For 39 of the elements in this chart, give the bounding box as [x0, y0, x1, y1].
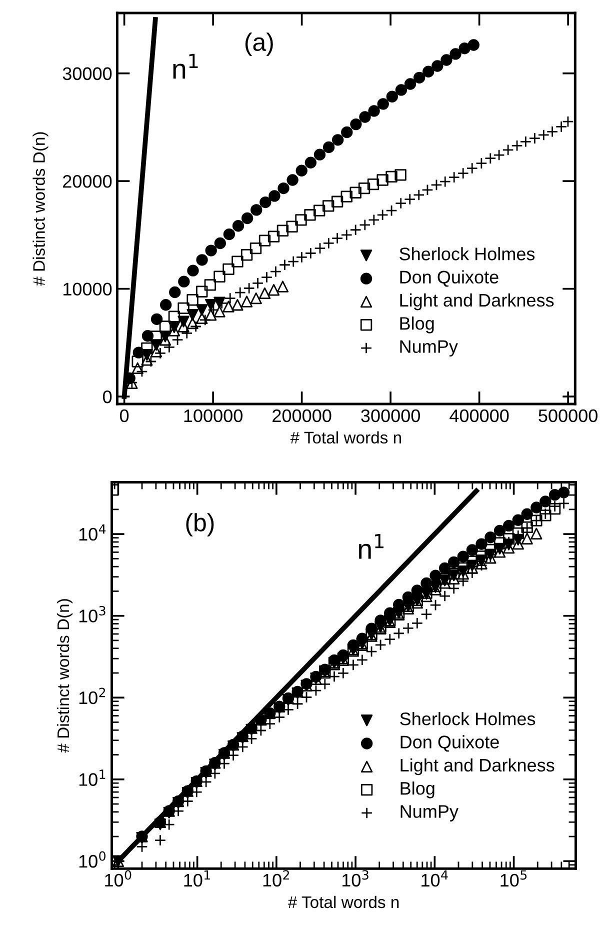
x-tick-label: 10$^{3}$ [342, 870, 368, 887]
legend-label: Sherlock Holmes [400, 247, 535, 260]
y-axis-title: # Distinct words D(n) [56, 599, 72, 753]
legend-label: NumPy [400, 805, 458, 822]
x-tick-label: 10$^{0}$ [105, 870, 132, 887]
x-tick-label: 10$^{1}$ [184, 870, 210, 887]
annotation: n$^{1}$ [359, 534, 384, 559]
x-tick-label: 100000 [184, 409, 242, 422]
x-axis-title: # Total words n [288, 896, 399, 908]
y-axis-title: # Distinct words D(n) [32, 132, 48, 286]
x-tick-label: 300000 [361, 409, 420, 422]
annotation: n$^{1}$ [173, 54, 198, 79]
x-tick-label: 400000 [450, 409, 509, 422]
annotation: (b) [186, 513, 214, 536]
y-tick-label: 10000 [64, 282, 112, 296]
y-tick-label: 10$^{1}$ [79, 770, 106, 786]
x-tick-label: 500000 [538, 409, 598, 422]
x-tick-label: 0 [120, 409, 129, 422]
x-axis-title: # Total words n [290, 431, 401, 444]
legend-label: Don Quixote [400, 270, 498, 287]
annotation: (a) [245, 32, 273, 56]
legend-label: Light and Darkness [400, 293, 554, 310]
legend-label: Light and Darkness [400, 758, 554, 776]
x-tick-label: 10$^{4}$ [422, 870, 448, 887]
legend-label: Blog [400, 316, 434, 334]
y-tick-label: 30000 [62, 67, 112, 80]
legend-label: NumPy [400, 340, 458, 357]
y-tick-label: 20000 [63, 175, 112, 188]
legend-label: Blog [400, 781, 434, 798]
y-tick-label: 10$^{0}$ [79, 851, 106, 868]
x-tick-label: 200000 [272, 409, 332, 422]
legend-label: Don Quixote [400, 735, 499, 752]
y-tick-label: 0 [103, 390, 112, 404]
y-tick-label: 10$^{4}$ [79, 524, 106, 541]
y-tick-label: 10$^{3}$ [79, 606, 106, 622]
x-tick-label: 10$^{2}$ [263, 870, 290, 887]
x-tick-label: 10$^{5}$ [500, 870, 527, 887]
legend-label: Sherlock Holmes [400, 712, 536, 726]
y-tick-label: 10$^{2}$ [79, 688, 106, 704]
